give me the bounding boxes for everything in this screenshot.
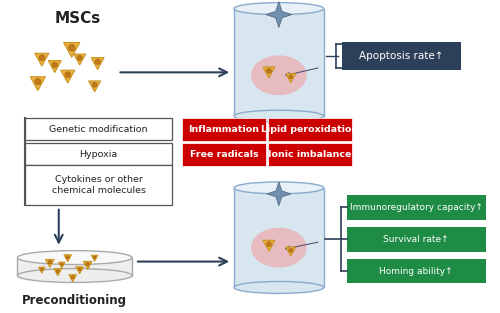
- Circle shape: [289, 248, 293, 252]
- Bar: [268, 143, 351, 166]
- Ellipse shape: [251, 228, 306, 268]
- Polygon shape: [88, 81, 101, 92]
- Circle shape: [35, 79, 41, 85]
- Polygon shape: [69, 275, 76, 282]
- Text: Inflammation: Inflammation: [188, 125, 260, 134]
- Circle shape: [68, 44, 75, 51]
- Circle shape: [289, 75, 293, 79]
- Polygon shape: [64, 255, 72, 262]
- Polygon shape: [60, 70, 75, 83]
- Circle shape: [266, 68, 272, 73]
- Text: Cytokines or other
chemical molecules: Cytokines or other chemical molecules: [52, 175, 146, 195]
- Ellipse shape: [234, 281, 324, 293]
- Polygon shape: [38, 267, 45, 273]
- Text: MSCs: MSCs: [54, 11, 101, 26]
- Text: Genetic modification: Genetic modification: [50, 125, 148, 134]
- Polygon shape: [263, 240, 275, 251]
- Polygon shape: [91, 58, 104, 69]
- Bar: [346, 259, 486, 284]
- Text: Hypoxia: Hypoxia: [80, 150, 118, 158]
- Ellipse shape: [234, 3, 324, 15]
- Circle shape: [86, 262, 90, 266]
- Polygon shape: [263, 67, 275, 78]
- Polygon shape: [286, 74, 296, 83]
- Circle shape: [92, 82, 97, 87]
- Bar: [234, 188, 324, 287]
- Circle shape: [266, 242, 272, 247]
- Circle shape: [94, 256, 96, 259]
- Circle shape: [40, 268, 43, 270]
- Bar: [182, 118, 266, 141]
- Bar: [268, 118, 351, 141]
- Ellipse shape: [251, 55, 306, 95]
- Text: Free radicals: Free radicals: [190, 150, 258, 159]
- Ellipse shape: [234, 182, 324, 194]
- Polygon shape: [266, 2, 292, 28]
- Circle shape: [52, 62, 58, 67]
- Polygon shape: [64, 43, 80, 57]
- Circle shape: [71, 276, 74, 279]
- Polygon shape: [54, 269, 62, 276]
- Circle shape: [60, 263, 63, 265]
- Bar: [342, 43, 461, 70]
- Ellipse shape: [18, 269, 132, 282]
- Bar: [234, 9, 324, 116]
- Polygon shape: [76, 267, 84, 274]
- Text: Survival rate↑: Survival rate↑: [384, 235, 449, 244]
- Circle shape: [56, 269, 59, 273]
- Polygon shape: [58, 262, 65, 268]
- Ellipse shape: [18, 251, 132, 264]
- Polygon shape: [84, 261, 92, 269]
- Bar: [346, 195, 486, 220]
- Text: Preconditioning: Preconditioning: [22, 295, 127, 307]
- Bar: [182, 143, 266, 166]
- Text: Homing ability↑: Homing ability↑: [380, 267, 453, 275]
- Bar: [25, 165, 172, 205]
- Polygon shape: [30, 77, 46, 91]
- Circle shape: [48, 260, 51, 264]
- Text: Apoptosis rate↑: Apoptosis rate↑: [359, 51, 444, 61]
- Bar: [18, 258, 132, 275]
- Circle shape: [95, 59, 100, 64]
- Circle shape: [65, 72, 70, 78]
- Ellipse shape: [234, 110, 324, 122]
- Circle shape: [66, 256, 70, 259]
- Circle shape: [78, 55, 82, 60]
- Text: Lipid peroxidation: Lipid peroxidation: [261, 125, 358, 134]
- Polygon shape: [46, 259, 54, 267]
- Bar: [346, 227, 486, 252]
- Bar: [25, 118, 172, 140]
- Polygon shape: [267, 182, 291, 206]
- Polygon shape: [74, 54, 86, 65]
- Bar: [25, 143, 172, 165]
- Polygon shape: [34, 53, 49, 66]
- Text: Immunoregulatory capacity↑: Immunoregulatory capacity↑: [350, 203, 482, 212]
- Text: Ionic imbalance: Ionic imbalance: [268, 150, 351, 159]
- Polygon shape: [48, 61, 62, 73]
- Circle shape: [78, 268, 81, 271]
- Polygon shape: [286, 247, 296, 256]
- Circle shape: [39, 55, 44, 61]
- Polygon shape: [92, 255, 98, 261]
